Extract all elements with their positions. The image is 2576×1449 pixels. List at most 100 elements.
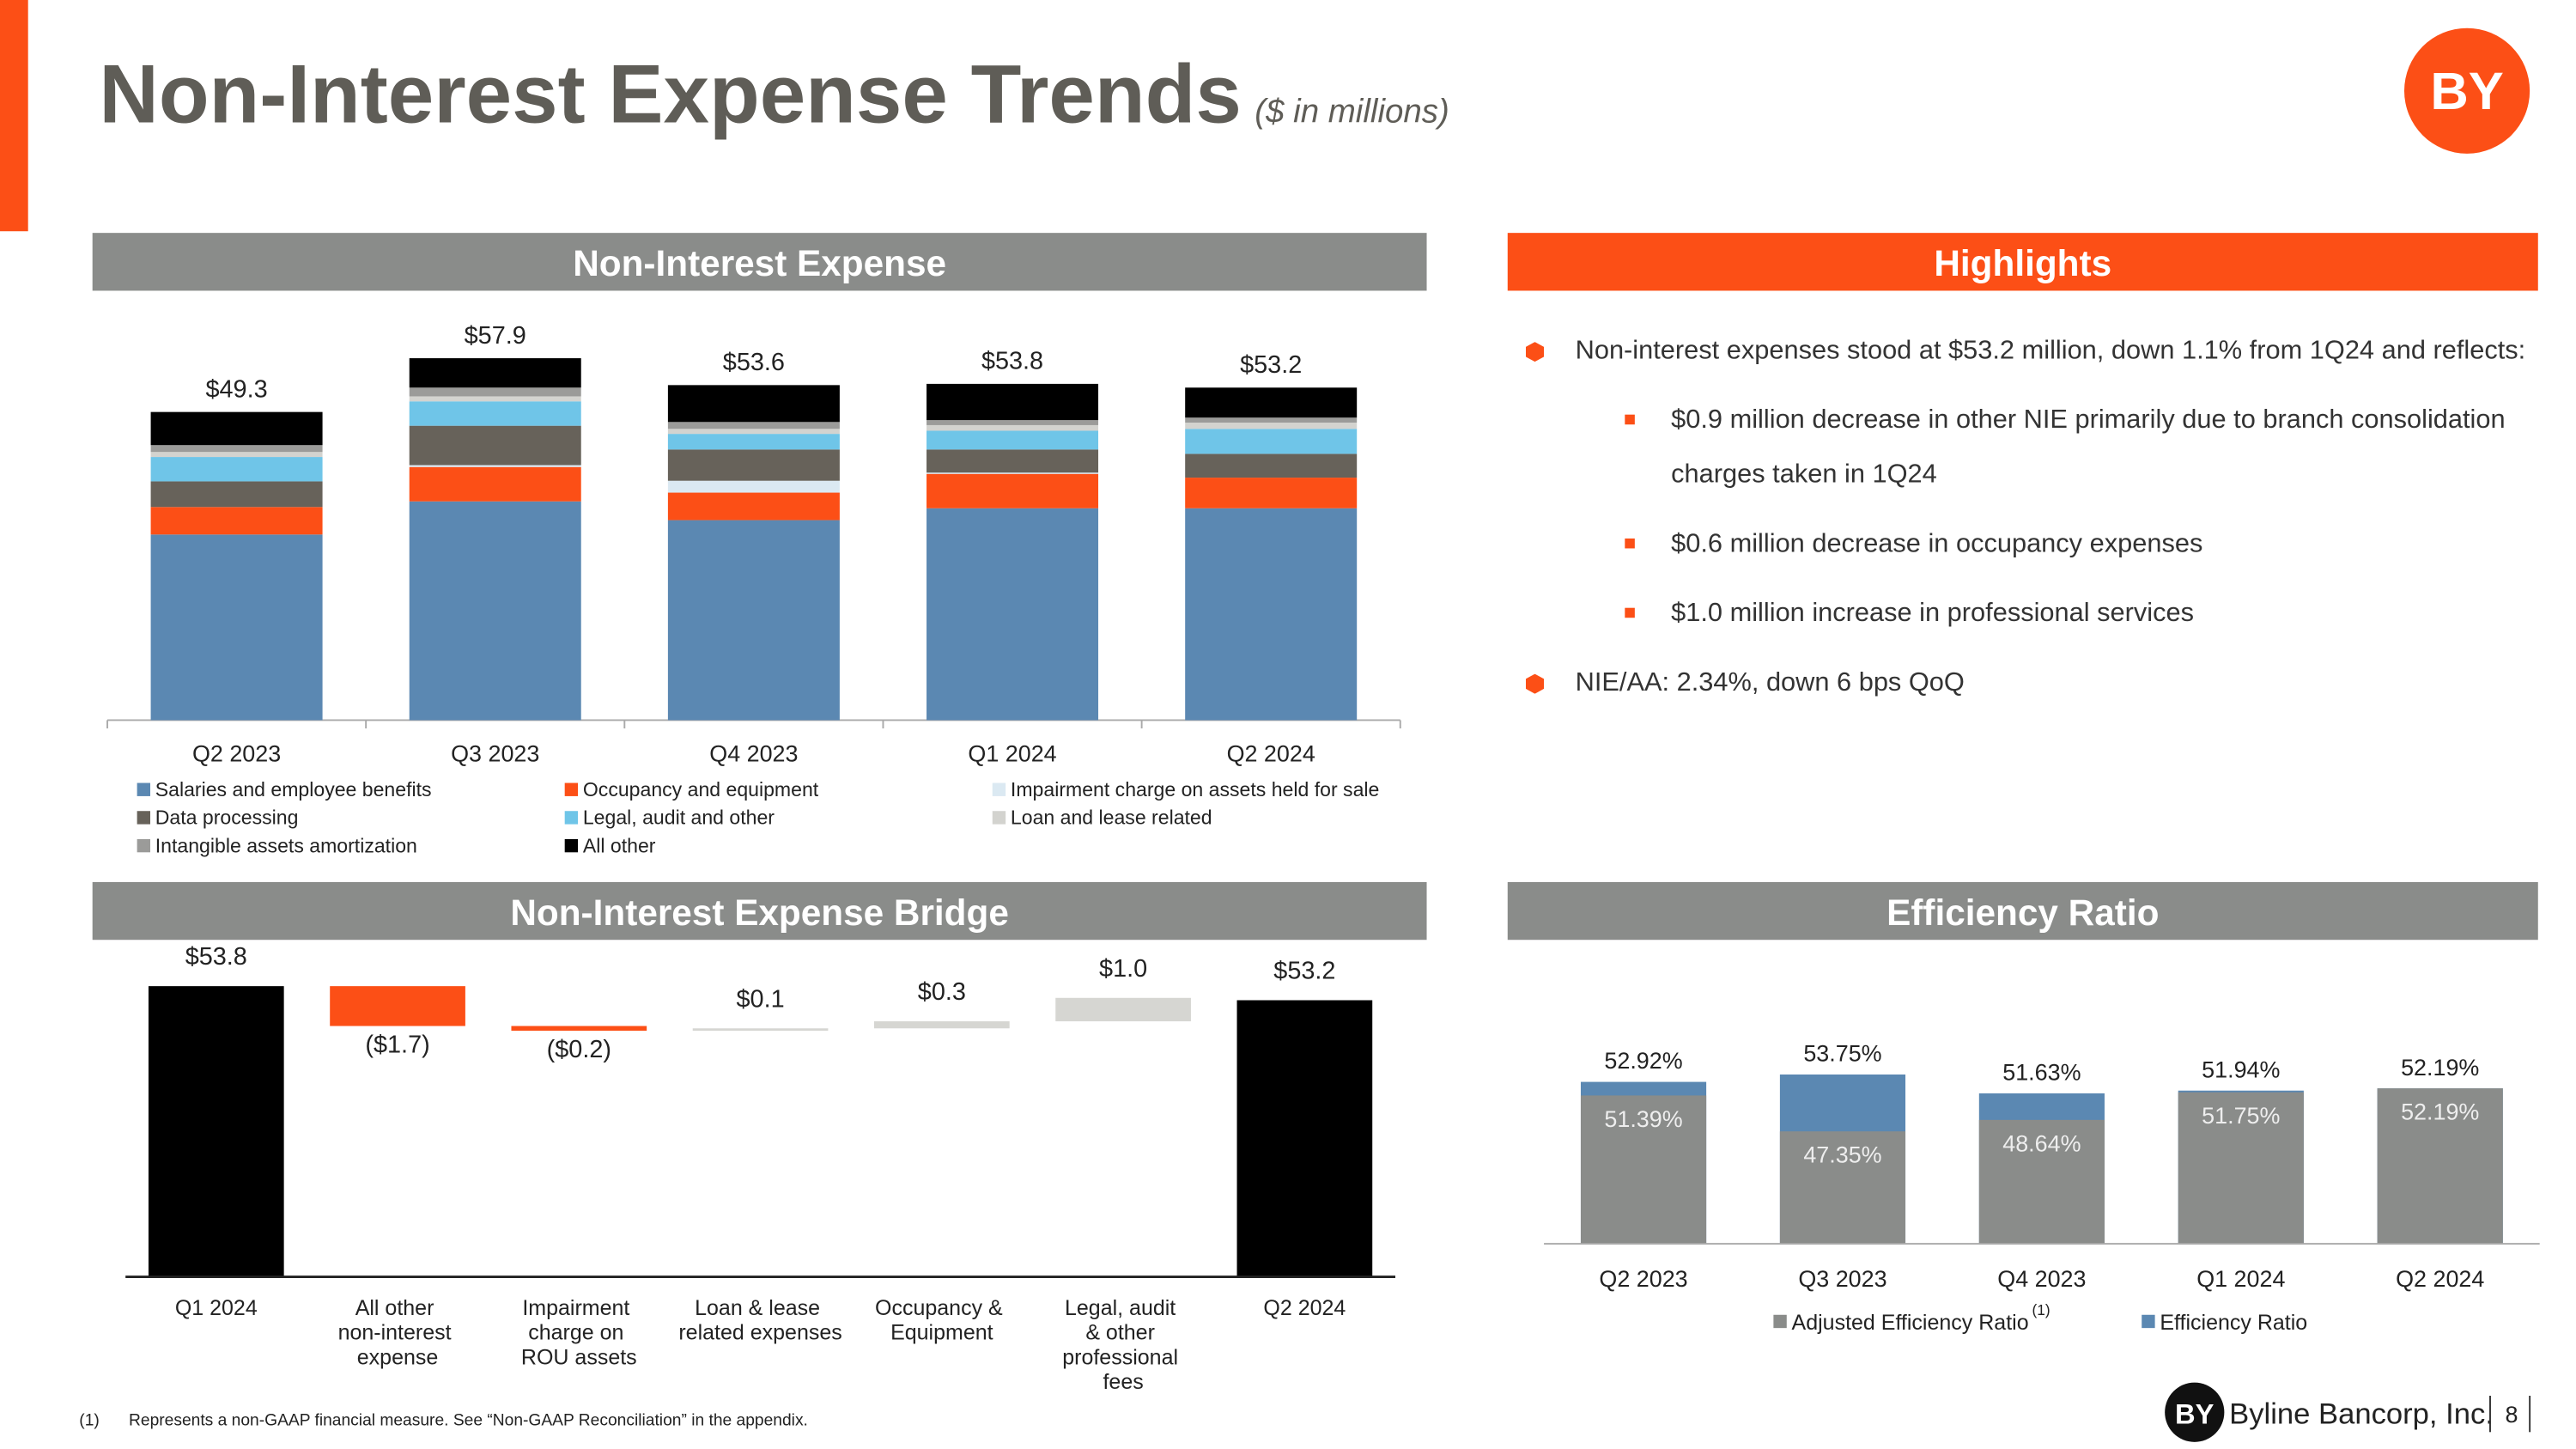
- value-label: 47.35%: [1803, 1142, 1881, 1168]
- legend-swatch: [564, 782, 579, 796]
- bar-segment: [667, 385, 840, 423]
- bar: [2178, 1092, 2304, 1245]
- x-tick-label: Q2 2024: [2396, 1266, 2484, 1292]
- bar-segment: [1185, 454, 1358, 478]
- bar-segment: [409, 466, 581, 502]
- value-label: 52.19%: [2401, 1099, 2479, 1125]
- legend-label: Loan and lease related: [1011, 807, 1212, 829]
- title: Non-Interest Expense Trends: [99, 47, 1242, 141]
- value-label: ($1.7): [365, 1031, 429, 1058]
- bar-segment: [667, 520, 840, 721]
- bar: [1978, 1119, 2105, 1245]
- legend-swatch: [137, 811, 150, 825]
- subtitle: ($ in millions): [1255, 94, 1449, 131]
- value-label: 48.64%: [2002, 1130, 2081, 1156]
- bar-segment: [667, 492, 840, 521]
- bar-segment: [1185, 478, 1358, 508]
- value-label: 51.63%: [2002, 1060, 2081, 1086]
- x-tick-label: Impairment charge on ROU assets: [521, 1296, 637, 1370]
- highlight-item: Non-interest expenses stood at $53.2 mil…: [1522, 324, 2563, 378]
- legend-label: All other: [583, 834, 656, 856]
- legend-label: Impairment charge on assets held for sal…: [1011, 778, 1379, 801]
- total-label: $49.3: [205, 375, 267, 403]
- bar: [1055, 997, 1191, 1022]
- panel-title: Efficiency Ratio: [1886, 892, 2159, 933]
- legend-swatch: [992, 782, 1006, 796]
- bar: [1580, 1095, 1707, 1245]
- value-label: $53.8: [185, 943, 247, 971]
- panel-header: [92, 233, 1427, 291]
- value-label: $1.0: [1099, 955, 1147, 983]
- x-tick-label: Q2 2023: [192, 741, 281, 767]
- panel-header: [92, 881, 1427, 941]
- footnote-text: Represents a non-GAAP financial measure.…: [129, 1412, 808, 1430]
- footnote-marker: (1): [79, 1412, 100, 1430]
- x-tick-label: Occupancy & Equipment: [875, 1296, 1009, 1345]
- panel-header: [1507, 881, 2538, 941]
- x-tick-label: Q4 2023: [709, 741, 798, 767]
- bar: [511, 1026, 647, 1031]
- bar-segment: [1185, 429, 1358, 454]
- footer-logo: [2165, 1382, 2225, 1442]
- bar-segment: [927, 508, 1099, 721]
- bar-segment: [1185, 423, 1358, 429]
- bar-segment: [667, 480, 840, 493]
- total-label: $57.9: [465, 322, 526, 350]
- bar-segment: [409, 358, 581, 388]
- value-label: 52.92%: [1604, 1048, 1682, 1074]
- panel-title: Non-Interest Expense Bridge: [510, 892, 1009, 933]
- bar-segment: [927, 472, 1099, 474]
- legend-swatch: [137, 838, 150, 853]
- bar-segment: [927, 449, 1099, 473]
- bar-segment: [1185, 417, 1358, 423]
- value-label: 53.75%: [1803, 1041, 1881, 1067]
- bar: [1236, 1000, 1373, 1277]
- bar: [1779, 1131, 1906, 1245]
- bar-segment: [150, 481, 323, 508]
- bar-segment: [150, 445, 323, 453]
- x-tick-label: Q3 2023: [451, 741, 539, 767]
- x-tick-label: Legal, audit & other professional fees: [1062, 1296, 1184, 1394]
- value-label: 51.94%: [2202, 1056, 2280, 1082]
- highlight-subitem: $0.9 million decrease in other NIE prima…: [1522, 393, 2563, 502]
- x-tick-label: Q2 2024: [1263, 1296, 1346, 1320]
- bar-segment: [409, 396, 581, 402]
- bar-segment: [150, 411, 323, 446]
- bar: [2377, 1088, 2503, 1245]
- bar-segment: [1185, 508, 1358, 721]
- highlight-item: NIE/AA: 2.34%, down 6 bps QoQ: [1522, 655, 2563, 709]
- legend-label: Data processing: [155, 807, 299, 829]
- x-tick-label: Q1 2024: [175, 1296, 258, 1320]
- bar-segment: [667, 449, 840, 481]
- bar-segment: [667, 429, 840, 435]
- legend-swatch: [564, 811, 579, 825]
- bar-segment: [927, 424, 1099, 431]
- bar: [873, 1021, 1010, 1029]
- legend-note: (1): [2032, 1301, 2050, 1318]
- legend-swatch: [137, 782, 150, 796]
- x-tick-label: Q1 2024: [968, 741, 1056, 767]
- logo-text: BY: [2430, 62, 2503, 121]
- footer-brand: Byline Bancorp, Inc.: [2229, 1398, 2494, 1431]
- legend-label: Occupancy and equipment: [583, 778, 819, 801]
- legend-swatch: [992, 811, 1006, 825]
- bar-segment: [927, 420, 1099, 425]
- panel-title: Non-Interest Expense: [573, 243, 946, 283]
- x-tick-label: Loan & lease related expenses: [678, 1296, 841, 1345]
- x-tick-label: Q4 2023: [1997, 1266, 2086, 1292]
- bar-segment: [927, 473, 1099, 508]
- value-label: $53.2: [1273, 958, 1335, 985]
- bar-segment: [150, 507, 323, 535]
- header: Non-Interest Expense Trends ($ in million…: [99, 46, 1449, 143]
- value-label: $0.1: [737, 985, 785, 1013]
- legend-swatch: [564, 838, 579, 853]
- highlight-subitem: $1.0 million increase in professional se…: [1522, 587, 2563, 641]
- bar-segment: [409, 401, 581, 426]
- legend-label: Efficiency Ratio: [2160, 1311, 2307, 1335]
- total-label: $53.8: [981, 348, 1043, 375]
- value-label: $0.3: [918, 978, 966, 1006]
- bar-segment: [927, 430, 1099, 450]
- panel-title: Highlights: [1934, 243, 2111, 283]
- bar-segment: [927, 383, 1099, 421]
